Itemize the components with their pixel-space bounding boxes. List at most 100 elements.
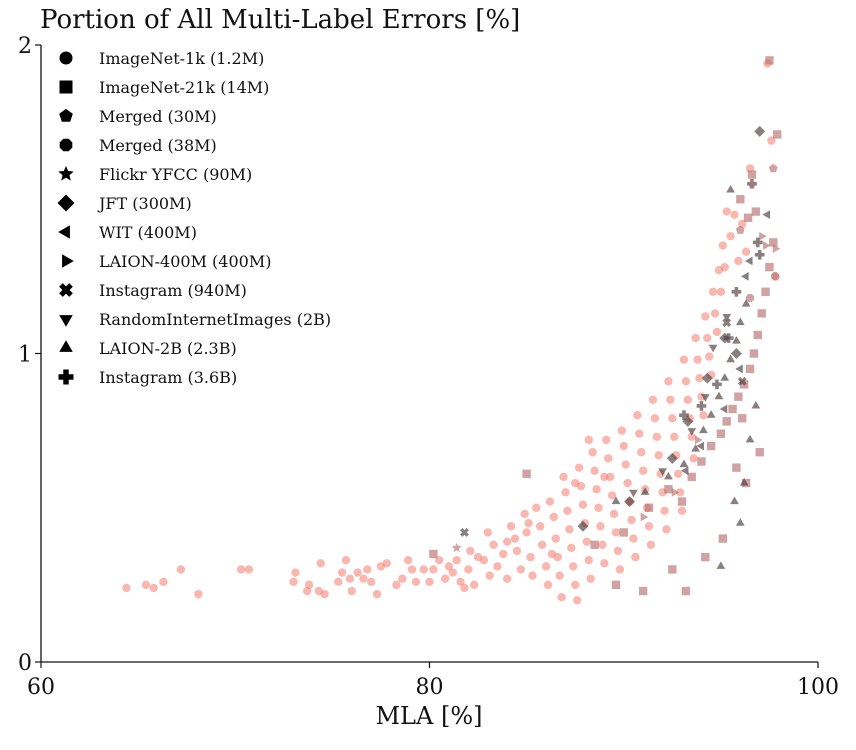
data-point-circle (605, 472, 615, 482)
data-point-square (701, 552, 710, 562)
data-point-square (769, 238, 778, 247)
legend-entry: RandomInternetImages (2B) (99, 310, 331, 329)
data-point-square (743, 213, 753, 222)
x-axis-label: MLA [%] (375, 702, 482, 730)
legend-marker-triangle-right (62, 254, 74, 268)
data-point-diamond (577, 520, 589, 532)
data-point-square (751, 207, 761, 216)
plot-points (122, 56, 782, 605)
data-point-circle (588, 448, 597, 457)
data-point-circle (687, 432, 696, 441)
data-point-circle (679, 355, 689, 364)
data-point-triangle-down (629, 489, 638, 498)
data-point-circle (549, 512, 559, 522)
data-point-circle (510, 534, 520, 543)
data-point-square (755, 448, 764, 457)
data-point-triangle-up (741, 299, 751, 307)
legend-marker-octagon (59, 138, 73, 152)
data-point-triangle-down (722, 313, 732, 322)
data-point-square (668, 565, 677, 574)
data-point-triangle-up (691, 444, 700, 452)
data-point-circle (718, 241, 728, 250)
data-point-circle (320, 589, 329, 599)
data-point-triangle-up (726, 354, 735, 363)
legend-marker-triangle-up (59, 340, 73, 352)
legend-entry: Flickr YFCC (90M) (99, 165, 252, 184)
legend-entry: WIT (400M) (99, 223, 197, 242)
data-point-square (590, 540, 599, 549)
data-point-circle (617, 426, 627, 435)
data-point-circle (631, 552, 640, 562)
data-point-circle (532, 503, 541, 512)
data-point-octagon (745, 293, 755, 303)
data-point-square (765, 56, 774, 65)
data-point-plus (696, 401, 707, 411)
data-point-circle (407, 565, 417, 574)
legend-marker-triangle-left (58, 225, 70, 239)
data-point-circle (341, 555, 351, 565)
data-point-circle (664, 377, 673, 386)
data-point-circle (570, 478, 580, 488)
data-point-circle (600, 559, 609, 568)
data-point-square (681, 586, 691, 596)
data-point-circle (551, 534, 560, 543)
data-point-circle (675, 488, 685, 497)
data-point-triangle-down (700, 394, 710, 402)
data-point-circle (159, 577, 168, 586)
data-point-pentagon (735, 225, 745, 234)
data-point-circle (392, 580, 401, 590)
data-point-triangle-left (741, 272, 749, 281)
data-point-triangle-up (714, 391, 724, 400)
data-point-circle (600, 472, 609, 482)
data-point-triangle-up (730, 496, 739, 505)
data-point-square (644, 503, 654, 512)
legend-entry: Merged (30M) (99, 107, 217, 126)
legend: ImageNet-1k (1.2M) ImageNet-21k (14M) Merg… (57, 49, 331, 387)
data-point-circle (452, 555, 461, 565)
data-point-triangle-right (640, 512, 649, 522)
data-point-circle (464, 565, 473, 574)
data-point-triangle-right (759, 231, 767, 241)
data-point-triangle-up (720, 373, 730, 381)
data-point-circle (367, 577, 376, 586)
data-point-circle (559, 472, 568, 482)
data-point-circle (703, 333, 712, 343)
data-point-x-cross (737, 376, 747, 386)
data-point-triangle-up (735, 317, 745, 326)
data-point-circle (194, 589, 203, 599)
data-point-circle (730, 210, 739, 219)
data-point-circle (602, 435, 611, 445)
data-point-circle (652, 432, 661, 441)
data-point-circle (570, 580, 580, 590)
data-point-diamond (624, 496, 636, 508)
data-point-circle (353, 568, 362, 577)
data-point-diamond (730, 348, 742, 359)
data-point-triangle-right (763, 241, 771, 250)
data-point-pentagon (768, 163, 778, 173)
data-point-diamond (666, 452, 678, 464)
data-point-triangle-down (687, 428, 697, 436)
data-point-square (611, 580, 621, 590)
data-point-circle (708, 287, 718, 296)
data-point-triangle-left (719, 404, 728, 414)
data-point-square (745, 364, 755, 374)
data-point-diamond (701, 372, 713, 384)
data-point-circle (563, 506, 572, 516)
data-point-circle (469, 580, 479, 590)
data-point-square (734, 392, 743, 401)
data-point-circle (689, 454, 698, 463)
data-point-plus (679, 410, 689, 421)
data-point-circle (545, 497, 555, 506)
data-point-circle (555, 571, 564, 580)
data-point-circle (479, 555, 489, 565)
data-point-triangle-up (611, 496, 621, 505)
data-point-circle (448, 568, 458, 577)
data-point-circle (543, 580, 553, 590)
data-point-circle (429, 565, 438, 574)
data-point-star (746, 178, 757, 189)
y-tick-label: 2 (18, 34, 32, 59)
legend-marker-star (58, 165, 74, 181)
data-point-circle (699, 411, 708, 420)
legend-entry: Merged (38M) (99, 136, 217, 155)
data-point-circle (524, 518, 533, 528)
